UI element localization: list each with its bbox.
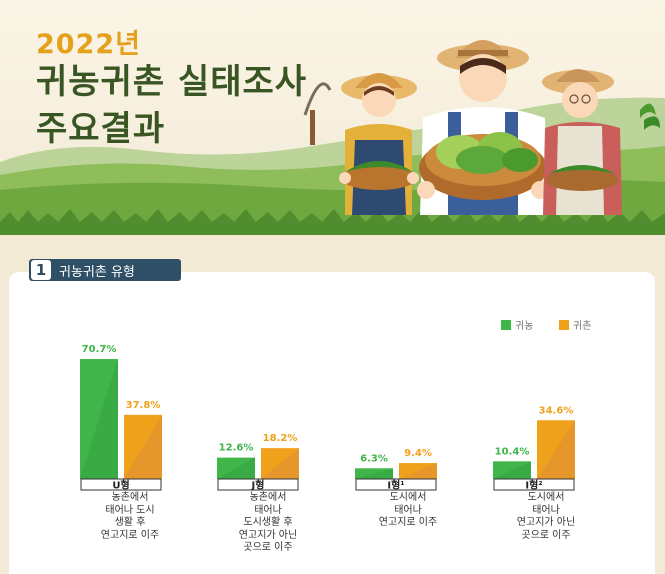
data-label: 10.4% [495,446,530,457]
bar-shade [399,463,437,479]
data-label: 70.7% [82,344,117,355]
category-description: 도시에서 태어나 연고지가 아닌 곳으로 이주 [516,492,576,541]
data-label: 18.2% [263,433,298,444]
data-label: 37.8% [126,400,161,411]
category-description: 도시에서 태어나 연고지로 이주 [378,492,438,528]
category-tick-label: I형² [525,479,542,492]
legend-farming: 귀농 [501,317,533,332]
page-title: 귀농귀촌 실태조사 [36,62,308,102]
legend-label-rural: 귀촌 [573,321,592,332]
data-label: 34.6% [539,405,574,416]
category-box [493,478,575,491]
category-tick-label: J형 [251,479,265,492]
category-box [80,478,162,491]
category-description: 농촌에서 태어나 도시 생활 후 연고지로 이주 [100,492,160,541]
data-label: 12.6% [219,443,254,454]
farm-illustration [0,0,665,235]
bar-shade [217,457,255,479]
bar-shade [80,359,118,479]
section-title: 귀농귀촌 유형 [59,264,135,280]
data-label: 9.4% [404,448,432,459]
category-description: 농촌에서 태어나 도시생활 후 연고지가 아닌 곳으로 이주 [238,492,298,553]
farmer-woman-icon [303,73,419,215]
section-heading: 1 귀농귀촌 유형 [29,259,181,281]
category-box [355,478,437,491]
data-label: 6.3% [360,453,388,464]
legend-swatch-farming [501,319,511,330]
page-subtitle: 주요결과 [36,109,166,149]
page-year: 2022년 [36,29,141,60]
legend-swatch-rural [559,319,569,330]
header-banner: 2022년 귀농귀촌 실태조사 주요결과 [0,0,665,235]
legend-rural: 귀촌 [559,317,591,332]
farmer-man-icon [417,40,549,215]
section-number: 1 [31,260,51,280]
category-tick-label: I형¹ [387,479,404,492]
bar-chart: 70.7% 37.8% U형 12.6% 18.2% J형 6.3% 9.4% I형¹ 10.4%… [80,344,575,492]
farmer-elder-icon [542,69,660,215]
chart-card: 70.7% 37.8% U형 12.6% 18.2% J형 6.3% 9.4% I형¹ 10.4%… [9,272,655,574]
category-tick-label: U형 [112,479,129,492]
category-box [217,478,299,491]
legend-label-farming: 귀농 [515,321,534,332]
